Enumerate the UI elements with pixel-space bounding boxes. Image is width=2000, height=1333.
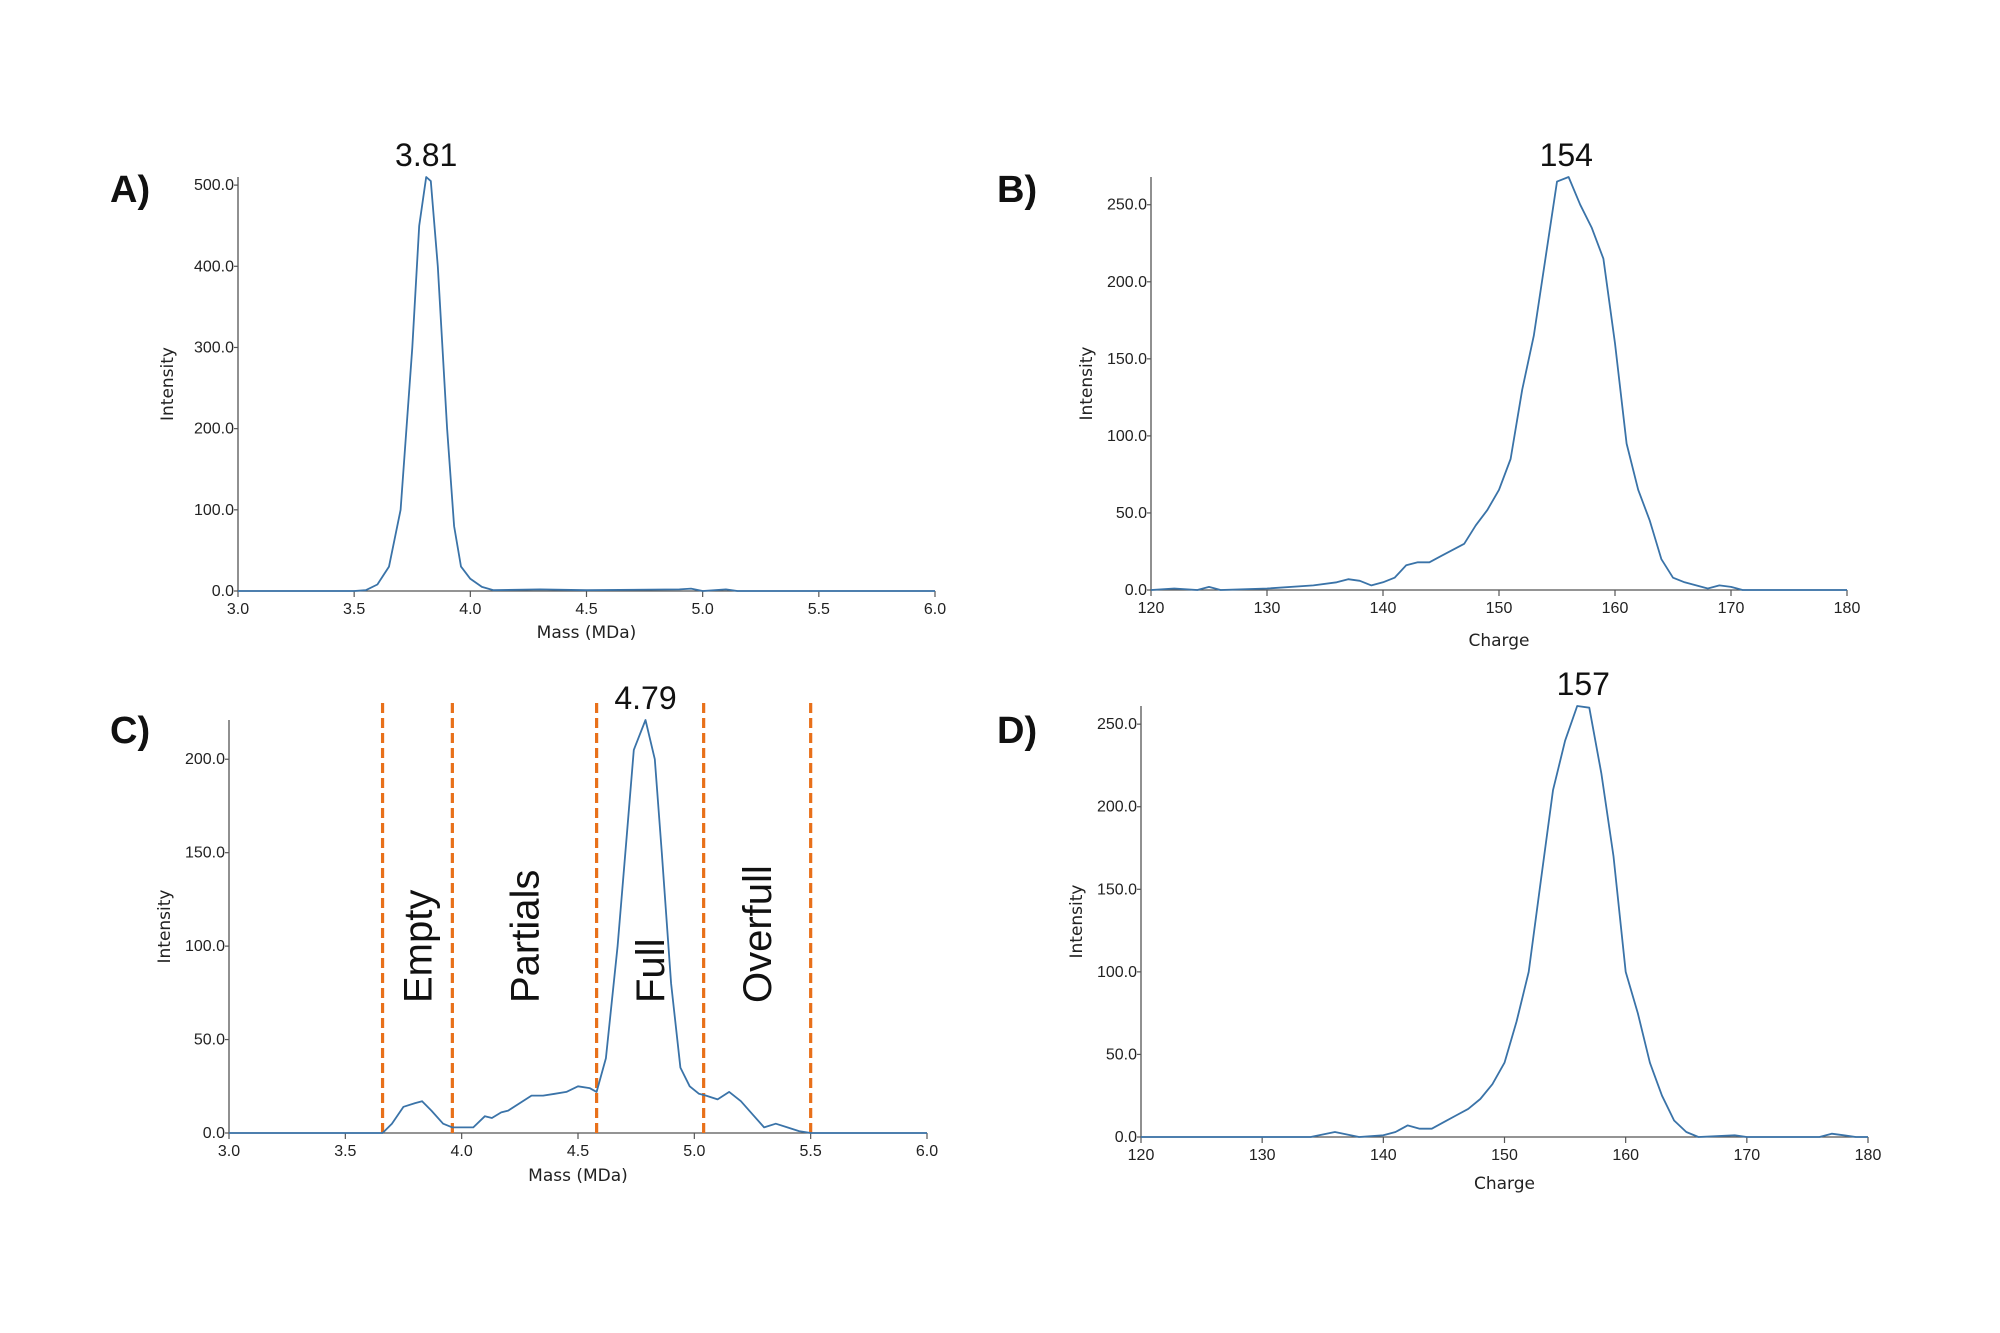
x-tick-label: 150 [1491, 1147, 1518, 1164]
x-tick-label: 4.0 [459, 601, 481, 618]
y-tick-label: 200.0 [194, 421, 234, 438]
y-tick-label: 50.0 [194, 1032, 225, 1049]
panel-label: C) [110, 710, 150, 752]
region-label: Overfull [736, 865, 780, 1003]
x-tick-label: 160 [1602, 600, 1629, 617]
peak-label: 4.79 [614, 680, 676, 716]
y-tick-label: 400.0 [194, 258, 234, 275]
x-tick-label: 180 [1834, 600, 1861, 617]
y-tick-label: 100.0 [1097, 964, 1137, 981]
x-tick-label: 120 [1138, 600, 1165, 617]
intensity-series-line [1150, 176, 1847, 591]
x-tick-label: 4.0 [451, 1143, 473, 1160]
y-tick-label: 300.0 [194, 339, 234, 356]
y-axis-label: Intensity [1067, 885, 1087, 959]
x-tick-label: 5.0 [692, 601, 714, 618]
x-axis-label: Charge [1474, 1174, 1535, 1194]
x-axis-label: Mass (MDa) [537, 623, 637, 643]
y-tick-label: 150.0 [1107, 351, 1147, 368]
x-tick-label: 150 [1486, 600, 1513, 617]
y-axis-label: Intensity [158, 347, 178, 421]
x-tick-label: 4.5 [567, 1143, 589, 1160]
y-tick-label: 100.0 [185, 938, 225, 955]
peak-label: 157 [1557, 666, 1610, 702]
x-tick-label: 4.5 [575, 601, 597, 618]
y-tick-label: 100.0 [194, 502, 234, 519]
y-tick-label: 500.0 [194, 177, 234, 194]
x-tick-label: 5.5 [800, 1143, 822, 1160]
x-tick-label: 130 [1254, 600, 1281, 617]
x-tick-label: 3.0 [227, 601, 249, 618]
y-axis-label: Intensity [155, 890, 175, 964]
y-tick-label: 50.0 [1116, 505, 1147, 522]
x-tick-label: 130 [1249, 1147, 1276, 1164]
x-tick-label: 3.0 [218, 1143, 240, 1160]
y-tick-label: 0.0 [203, 1125, 225, 1142]
x-tick-label: 120 [1128, 1147, 1155, 1164]
y-tick-label: 250.0 [1107, 197, 1147, 214]
x-tick-label: 140 [1370, 600, 1397, 617]
x-axis-label: Charge [1468, 631, 1529, 651]
y-tick-label: 0.0 [1125, 582, 1147, 599]
panel-label: D) [997, 710, 1037, 752]
peak-label: 154 [1540, 137, 1593, 173]
region-label: Full [629, 939, 673, 1003]
y-tick-label: 200.0 [185, 751, 225, 768]
x-tick-label: 3.5 [343, 601, 365, 618]
intensity-series-line [229, 719, 927, 1134]
y-tick-label: 0.0 [1115, 1129, 1137, 1146]
y-tick-label: 200.0 [1097, 799, 1137, 816]
y-tick-label: 0.0 [212, 583, 234, 600]
x-tick-label: 140 [1370, 1147, 1397, 1164]
x-tick-label: 6.0 [924, 601, 946, 618]
region-label: Empty [396, 890, 440, 1003]
y-tick-label: 150.0 [1097, 881, 1137, 898]
y-tick-label: 250.0 [1097, 716, 1137, 733]
x-tick-label: 180 [1855, 1147, 1882, 1164]
x-tick-label: 170 [1718, 600, 1745, 617]
panel-label: A) [110, 169, 150, 211]
x-tick-label: 170 [1733, 1147, 1760, 1164]
y-tick-label: 100.0 [1107, 428, 1147, 445]
intensity-series-line [238, 176, 935, 592]
peak-label: 3.81 [395, 137, 457, 173]
y-tick-label: 200.0 [1107, 274, 1147, 291]
x-axis-label: Mass (MDa) [528, 1166, 628, 1186]
x-tick-label: 6.0 [916, 1143, 938, 1160]
intensity-series-line [1141, 705, 1868, 1138]
x-tick-label: 5.0 [683, 1143, 705, 1160]
y-tick-label: 150.0 [185, 845, 225, 862]
panel-label: B) [997, 169, 1037, 211]
y-tick-label: 50.0 [1106, 1046, 1137, 1063]
y-axis-label: Intensity [1077, 347, 1097, 421]
x-tick-label: 3.5 [334, 1143, 356, 1160]
region-label: Partials [503, 870, 547, 1003]
x-tick-label: 5.5 [808, 601, 830, 618]
x-tick-label: 160 [1612, 1147, 1639, 1164]
